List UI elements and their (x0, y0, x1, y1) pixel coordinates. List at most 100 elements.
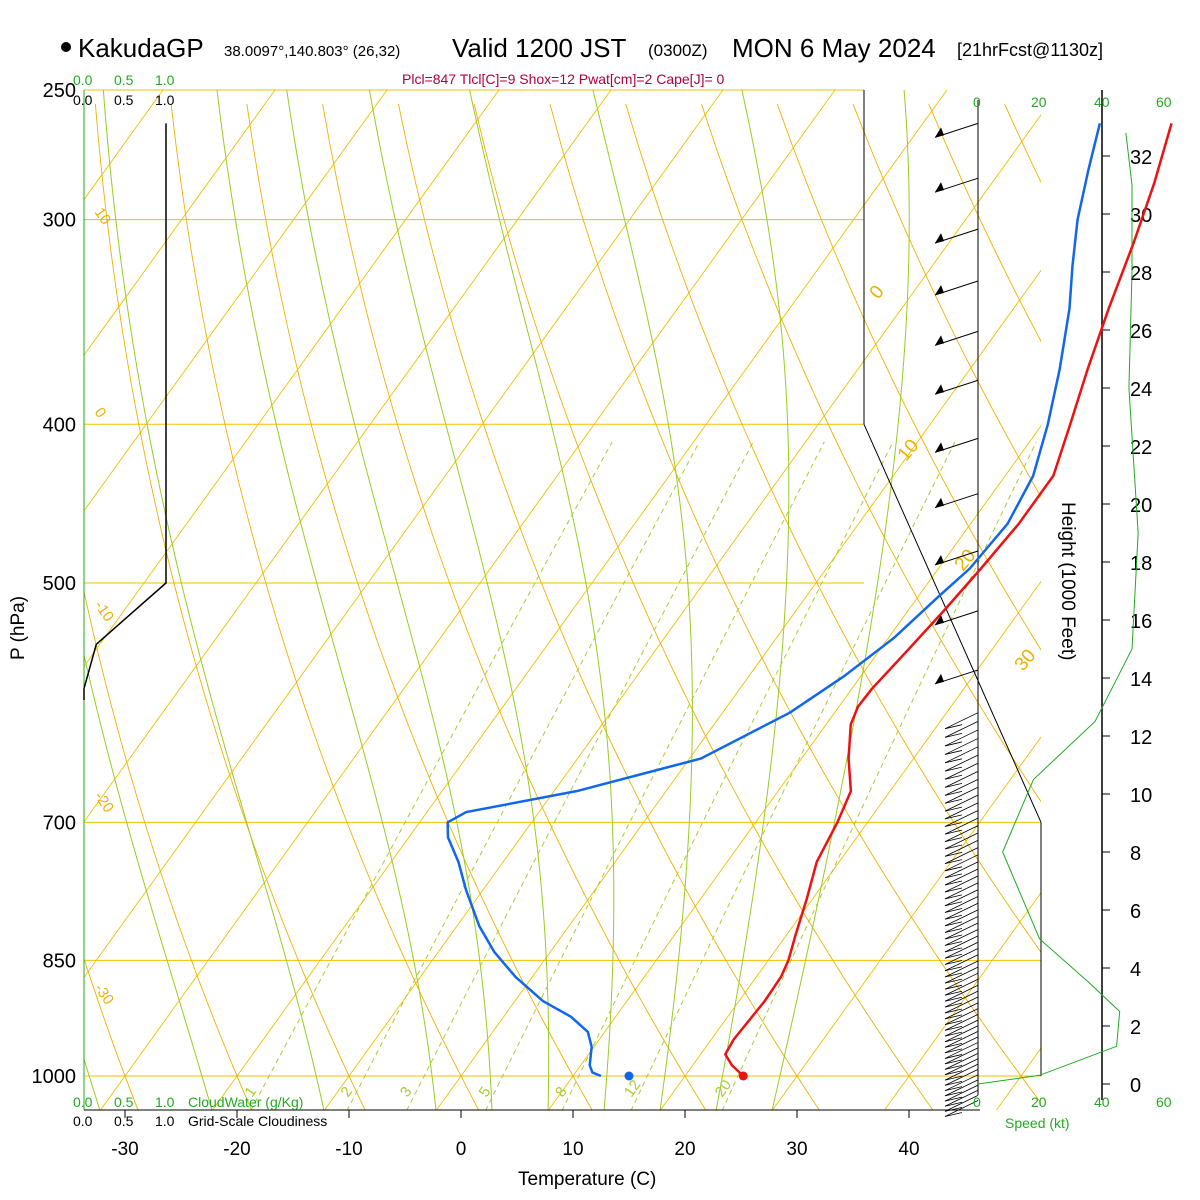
dry-adiabat-line (246, 104, 593, 1110)
wind-barb (934, 177, 979, 193)
wind-barb-feather (944, 1026, 963, 1031)
height-tick-label: 14 (1130, 669, 1152, 691)
moist-adiabat-line (771, 90, 910, 1110)
cloud-bottom-scale-2: 1.0 (155, 1094, 175, 1110)
dry-adiabat-label: 10 (91, 205, 114, 228)
isotherm-line (547, 425, 1041, 1110)
wind-barb-feather (944, 1042, 963, 1048)
dry-adiabat-label: 0 (91, 405, 110, 422)
wind-barb-feather (944, 1059, 963, 1065)
wind-barb (944, 929, 979, 946)
wind-barb (944, 1052, 979, 1070)
wind-barb (944, 935, 979, 953)
speed-top-tick-0: 0 (973, 94, 981, 110)
wind-barb (944, 1084, 979, 1102)
moist-adiabat-line (102, 90, 325, 1110)
temperature-tick-label: -30 (111, 1139, 138, 1160)
wind-barb (944, 875, 979, 893)
wind-barb (944, 941, 979, 959)
wind-barb-staff (944, 996, 979, 1014)
dry-adiabat-line (473, 103, 934, 1110)
height-axis-label: Height (1000 Feet) (1057, 502, 1078, 660)
wind-barb-staff (944, 882, 979, 900)
wind-barb-pennant (935, 233, 944, 244)
wind-barb-staff (944, 1084, 979, 1102)
wind-barb-feather (944, 1054, 963, 1059)
wind-barb-feather (944, 1091, 963, 1097)
wind-barb-feather (944, 1008, 963, 1014)
cloud-top-scale-black-0: 0.0 (73, 92, 93, 108)
wind-barb (944, 817, 979, 835)
moist-adiabat-line (84, 652, 213, 1110)
wind-barb (944, 922, 979, 940)
surface-temperature-point (738, 1071, 748, 1081)
height-tick-label: 10 (1130, 785, 1152, 807)
wind-barb (934, 493, 979, 509)
height-tick-label: 20 (1130, 495, 1152, 517)
mixing-ratio-line (406, 441, 754, 1110)
cloud-top-scale-black-2: 1.0 (155, 92, 175, 108)
wind-barb-pennant (935, 182, 944, 193)
sounding-params: Plcl=847 Tlcl[C]=9 Shox=12 Pwat[cm]=2 Ca… (402, 71, 725, 87)
wind-barb-staff (944, 1042, 979, 1059)
wind-barb (944, 1074, 979, 1092)
wind-barb-staff (944, 1069, 979, 1086)
dry-adiabat-line (625, 103, 1041, 954)
wind-barb (944, 868, 979, 886)
moist-adiabat-lines (84, 90, 910, 1110)
wind-barb-feather (944, 806, 963, 812)
wind-barb-staff (944, 810, 979, 827)
cloud-bottom-scale-1: 0.5 (114, 1094, 134, 1110)
wind-barb-feather (944, 960, 963, 965)
wind-barb (944, 712, 979, 730)
height-tick-label: 30 (1130, 205, 1152, 227)
height-tick-label: 26 (1130, 321, 1152, 343)
pressure-tick-label: 1000 (32, 1066, 77, 1088)
dry-adiabat-line (322, 104, 707, 1110)
height-tick-label: 4 (1130, 959, 1141, 981)
moist-adiabat-line (286, 90, 493, 1110)
wind-barb-feather (944, 1075, 963, 1081)
wind-barb-pennant (935, 284, 944, 295)
wind-barb-staff (944, 941, 979, 959)
dry-adiabat-label: 0 (866, 282, 889, 304)
isotherm-lines (84, 90, 1041, 1110)
moist-adiabat-line (368, 90, 550, 1110)
wind-barb (944, 746, 979, 764)
mixing-ratio-label: 8 (552, 1084, 571, 1101)
wind-barb-staff (944, 832, 979, 850)
mixing-ratio-line (346, 441, 700, 1110)
wind-barb-staff (944, 762, 979, 780)
wind-barb-feather (944, 972, 963, 978)
pressure-tick-label: 250 (43, 80, 76, 102)
dry-adiabat-line (84, 589, 253, 1110)
wind-barb-staff (944, 896, 979, 913)
sounding-series (446, 122, 1173, 1081)
speed-top-tick-1: 20 (1031, 94, 1047, 110)
wind-barb (944, 1079, 979, 1097)
height-tick-label: 24 (1130, 379, 1152, 401)
speed-top-tick-3: 60 (1156, 94, 1172, 110)
wind-barb (944, 1058, 979, 1076)
y-axis-label: P (hPa) (8, 596, 29, 660)
wind-barb-feather (944, 724, 963, 730)
wind-barb-staff (944, 854, 979, 872)
wind-barb-staff (944, 935, 979, 953)
cloud-top-scale-black-1: 0.5 (114, 92, 134, 108)
mixing-ratio-lines: 1 2 3 5 8 12 20 (241, 441, 1037, 1110)
cloud-top-scale-1: 0.5 (114, 72, 134, 88)
wind-barb-staff (944, 1058, 979, 1076)
dry-adiabat-label: -10 (91, 598, 117, 626)
wind-barb-staff (944, 984, 979, 1002)
wind-barb-staff (944, 839, 979, 857)
speed-bottom-tick-1: 20 (1031, 1094, 1047, 1110)
wind-barb (934, 280, 979, 296)
wind-barb-feather (944, 750, 963, 755)
wind-barb-feather (944, 732, 963, 738)
mixing-ratio-label: 3 (397, 1084, 416, 1101)
dry-adiabat-line (397, 103, 820, 1110)
wind-barb-feather (944, 978, 963, 984)
wind-barb (944, 1014, 979, 1031)
wind-barb (934, 330, 979, 346)
